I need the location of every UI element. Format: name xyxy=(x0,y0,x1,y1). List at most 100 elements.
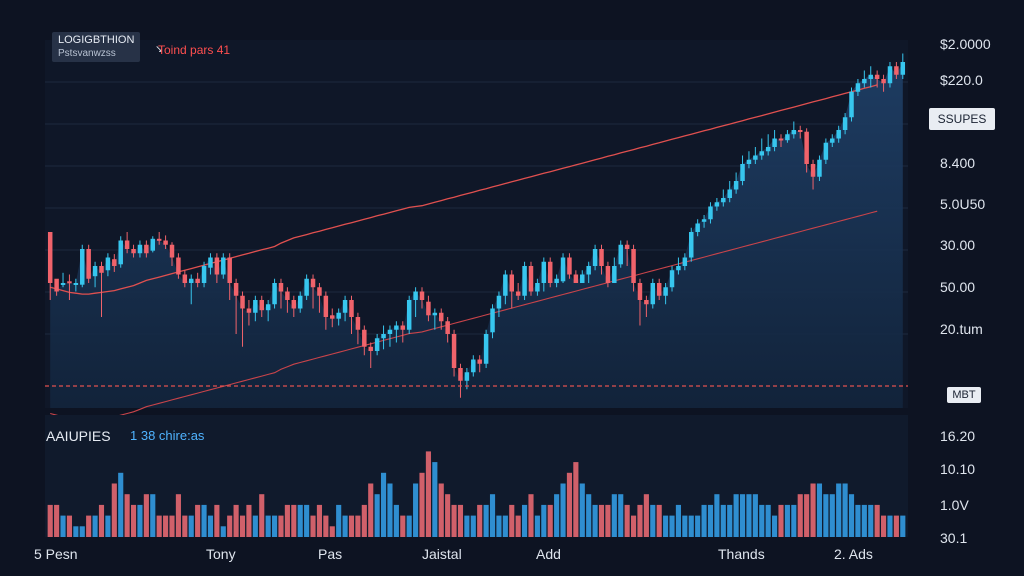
symbol-box[interactable]: LOGIGBTHION Pstsvanwzss xyxy=(52,32,141,62)
volume-bar xyxy=(342,515,348,537)
candle xyxy=(586,266,591,275)
candle xyxy=(631,249,636,283)
candle xyxy=(445,321,450,334)
candle xyxy=(195,278,200,283)
y-tick-label: 50.00 xyxy=(940,279,976,295)
candle xyxy=(830,138,835,143)
price-tag: SSUPES xyxy=(929,108,995,130)
volume-bar xyxy=(60,515,66,537)
candle xyxy=(131,249,136,254)
volume-bar xyxy=(361,504,367,537)
volume-bar xyxy=(143,494,149,537)
volume-bar xyxy=(765,504,771,537)
candle xyxy=(515,291,521,296)
candle xyxy=(535,283,540,292)
volume-bar xyxy=(239,515,246,537)
volume-bar xyxy=(579,483,585,537)
y-tick-label: 30.00 xyxy=(940,237,976,253)
volume-bar xyxy=(752,494,758,537)
volume-bar xyxy=(150,494,156,537)
volume-bar xyxy=(169,515,175,537)
candle xyxy=(137,244,143,254)
candle xyxy=(394,325,399,330)
volume-bar xyxy=(310,515,316,537)
candle xyxy=(464,372,470,381)
volume-bar xyxy=(413,483,419,537)
candle xyxy=(99,266,104,273)
candle xyxy=(278,283,284,292)
volume-bar xyxy=(432,462,438,537)
candle xyxy=(118,240,123,265)
volume-bar xyxy=(73,526,79,537)
volume-bar xyxy=(637,504,643,537)
volume-bar xyxy=(304,504,310,537)
candle xyxy=(567,257,572,275)
candle xyxy=(810,164,816,177)
candle xyxy=(406,300,412,330)
volume-tick-label: 1.0V xyxy=(940,497,969,513)
volume-bar xyxy=(675,504,681,537)
candle xyxy=(246,308,252,313)
candle xyxy=(265,304,271,311)
candle xyxy=(400,325,406,330)
candle xyxy=(522,266,527,296)
candle xyxy=(144,244,149,254)
volume-bar xyxy=(887,515,893,537)
candle xyxy=(644,300,649,305)
volume-bar xyxy=(797,494,803,537)
candle xyxy=(304,278,309,296)
candle xyxy=(458,368,463,381)
volume-bar xyxy=(445,494,451,537)
volume-bars-group xyxy=(47,451,906,537)
trend-label: Toind pars 41 xyxy=(158,43,231,57)
x-tick-label: Add xyxy=(536,546,561,562)
volume-bar xyxy=(272,515,278,537)
candle xyxy=(874,74,880,79)
volume-bar xyxy=(868,504,874,537)
candle xyxy=(618,244,623,265)
candle xyxy=(169,244,175,258)
candle xyxy=(221,257,226,275)
volume-tick-label: 10.10 xyxy=(940,461,976,477)
volume-bar xyxy=(650,504,656,537)
candle xyxy=(733,181,739,190)
volume-bar xyxy=(746,494,752,537)
volume-bar xyxy=(816,483,823,537)
volume-bar xyxy=(560,483,566,537)
candle xyxy=(817,159,822,177)
volume-bar xyxy=(188,515,194,537)
candles-group xyxy=(47,53,906,398)
candle xyxy=(349,300,354,317)
candle xyxy=(862,79,867,84)
chart-header: LOGIGBTHION Pstsvanwzss xyxy=(52,32,141,62)
volume-bar xyxy=(598,504,605,537)
candle xyxy=(727,189,732,198)
candle xyxy=(580,274,585,283)
candle xyxy=(881,79,886,84)
candle xyxy=(426,301,431,316)
x-tick-label: 2. Ads xyxy=(834,546,873,562)
volume-bar xyxy=(329,526,335,537)
volume-bar xyxy=(522,504,528,537)
candle xyxy=(823,142,829,160)
candle xyxy=(708,206,713,220)
candle xyxy=(80,249,85,285)
volume-bar xyxy=(547,504,553,537)
candle xyxy=(740,164,745,181)
volume-bar xyxy=(419,472,425,537)
candle xyxy=(73,283,79,285)
candle xyxy=(60,283,66,285)
candle xyxy=(188,278,194,283)
volume-bar xyxy=(374,494,380,537)
volume-bar xyxy=(541,504,547,537)
volume-bar xyxy=(688,515,694,537)
volume-bar xyxy=(233,504,239,537)
candle xyxy=(855,83,861,92)
candle xyxy=(797,130,803,132)
candle xyxy=(471,359,476,373)
candle xyxy=(163,240,168,245)
volume-bar xyxy=(611,494,617,537)
volume-bar xyxy=(727,504,733,537)
volume-bar xyxy=(387,483,393,537)
volume-bar xyxy=(477,504,483,537)
